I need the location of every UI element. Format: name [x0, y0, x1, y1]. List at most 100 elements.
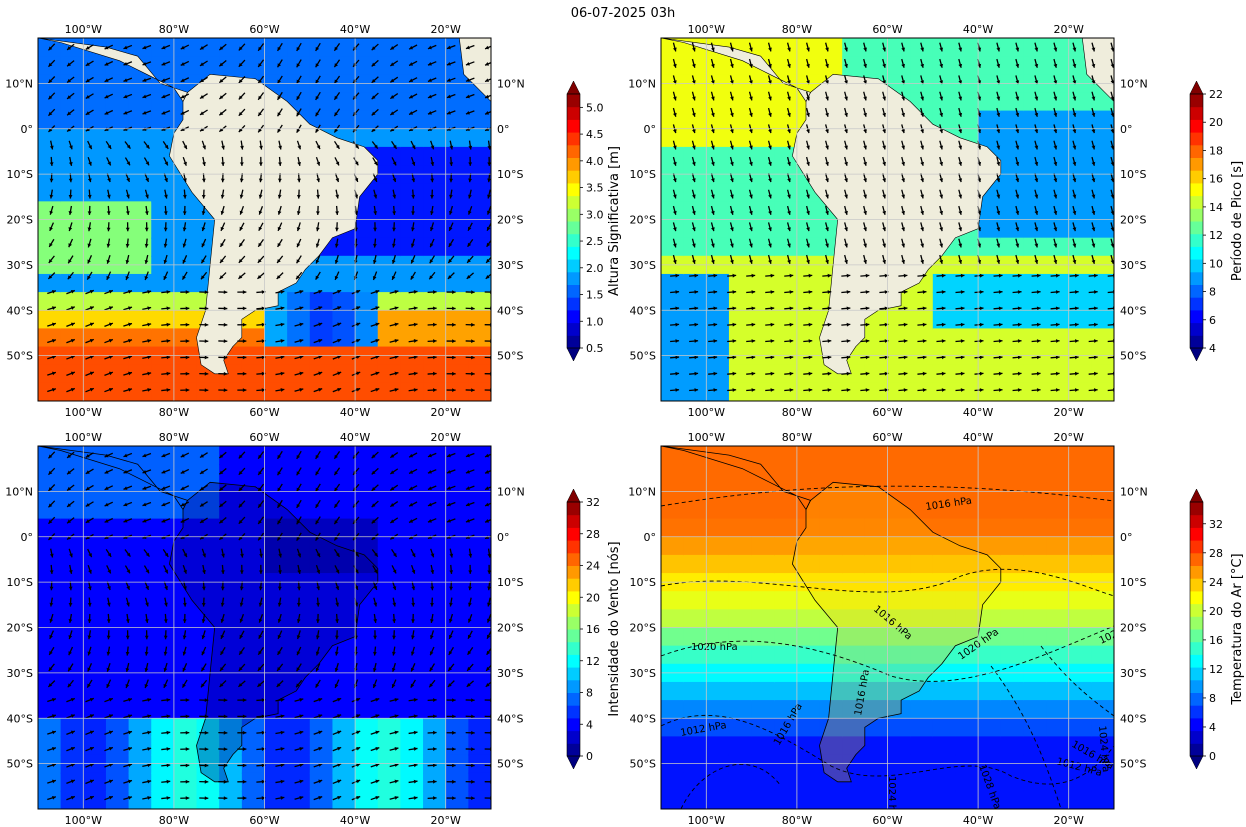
colorbar-tick: 16	[586, 623, 600, 636]
lon-tick-bottom: 40°W	[963, 814, 993, 827]
lon-tick-top: 40°W	[963, 23, 993, 36]
lat-tick-right: 10°S	[1120, 168, 1146, 181]
colorbar-label: Período de Pico [s]	[1230, 161, 1245, 281]
colorbar-tick: 28	[1209, 547, 1223, 560]
vector-arrows	[47, 450, 491, 801]
panel-peak-period: 100°W 100°W 80°W 80°W 60°W 60°W 40°W 40°W 20°W 20…	[623, 0, 1246, 419]
colorbar-tick: 8	[1209, 692, 1216, 705]
colorbar: 0.5 1.0 1.5 2.0 2.5 3.0 3.5 4.0 4.5 5.0 Altura Sig…	[566, 80, 622, 362]
lat-tick-left: 30°S	[7, 667, 33, 680]
colorbar-tick: 4	[586, 718, 593, 731]
colorbar-tick: 4.0	[586, 155, 604, 168]
lat-tick-right: 0°	[1120, 123, 1133, 136]
map-wind-speed: 100°W 100°W 80°W 80°W 60°W 60°W 40°W 40°W 20°W 20…	[5, 431, 622, 827]
lat-tick-left: 40°S	[630, 712, 656, 725]
lat-tick-left: 30°S	[630, 259, 656, 272]
colorbar-tick: 3.0	[586, 208, 604, 221]
gridlines	[661, 38, 1114, 401]
lat-tick-left: 10°N	[628, 77, 656, 90]
map-frame	[37, 445, 492, 810]
lat-tick-left: 10°N	[628, 485, 656, 498]
colorbar-tick: 1.5	[586, 289, 604, 302]
lon-tick-bottom: 80°W	[782, 406, 812, 419]
lon-tick-bottom: 80°W	[782, 814, 812, 827]
lon-tick-top: 60°W	[872, 431, 902, 444]
central-america-land	[661, 38, 811, 103]
lat-tick-right: 30°S	[1120, 667, 1146, 680]
lat-tick-left: 50°S	[630, 758, 656, 771]
lon-tick-bottom: 40°W	[340, 814, 370, 827]
lat-tick-left: 10°S	[7, 576, 33, 589]
lon-tick-top: 80°W	[159, 23, 189, 36]
lat-tick-left: 50°S	[7, 350, 33, 363]
colorbar-tick: 14	[1209, 201, 1223, 214]
lon-tick-bottom: 60°W	[872, 406, 902, 419]
lon-tick-top: 60°W	[249, 23, 279, 36]
colorbar-extend-min	[566, 347, 581, 362]
lat-tick-left: 20°S	[7, 622, 33, 635]
isobar-label: 1024 hPa	[1096, 725, 1111, 772]
lat-tick-right: 10°S	[497, 168, 523, 181]
colorbar-tick: 1.0	[586, 315, 604, 328]
colorbar-tick: 24	[586, 560, 600, 573]
lon-tick-top: 80°W	[782, 23, 812, 36]
central-america-land	[38, 38, 188, 103]
lat-tick-right: 20°S	[497, 622, 523, 635]
lat-tick-right: 10°S	[1120, 576, 1146, 589]
lon-tick-top: 100°W	[688, 431, 725, 444]
lat-tick-left: 10°S	[7, 168, 33, 181]
colorbar-label: Intensidade do Vento [nós]	[607, 541, 622, 716]
colorbar: 0 4 8 12 16 20 24 28 32 Temperatura do Ar [°C]	[1189, 488, 1245, 770]
lon-tick-top: 20°W	[431, 23, 461, 36]
lat-tick-left: 30°S	[7, 259, 33, 272]
lon-tick-bottom: 100°W	[688, 406, 725, 419]
colorbar: 4 6 8 10 12 14 16 18 20 22 Período de Pico [s]	[1189, 80, 1245, 362]
colorbar-tick: 28	[586, 528, 600, 541]
lat-tick-right: 40°S	[1120, 304, 1146, 317]
colorbar-extend-min	[1189, 755, 1204, 770]
lon-tick-bottom: 80°W	[159, 814, 189, 827]
lat-tick-left: 40°S	[7, 712, 33, 725]
colorbar-tick: 4.5	[586, 128, 604, 141]
lon-tick-top: 20°W	[1054, 431, 1084, 444]
colorbar-tick: 4	[1209, 721, 1216, 734]
colorbar-tick: 22	[1209, 88, 1223, 101]
colorbar-extend-max	[566, 488, 581, 503]
lon-tick-bottom: 20°W	[431, 814, 461, 827]
lat-tick-right: 20°S	[1120, 622, 1146, 635]
lon-tick-top: 40°W	[340, 23, 370, 36]
map-frame	[660, 445, 1115, 810]
panel-wave-height: 100°W 100°W 80°W 80°W 60°W 60°W 40°W 40°W 20°W 20…	[0, 0, 623, 419]
lon-tick-bottom: 40°W	[963, 406, 993, 419]
colorbar-tick: 12	[586, 655, 600, 668]
map-frame	[660, 37, 1115, 402]
colorbar-tick: 0	[586, 750, 593, 763]
colorbar-tick: 24	[1209, 576, 1223, 589]
map-frame	[37, 37, 492, 402]
lat-tick-left: 20°S	[7, 214, 33, 227]
colorbar-label: Altura Significativa [m]	[607, 146, 622, 296]
colorbar-label: Temperatura do Ar [°C]	[1230, 553, 1245, 705]
lat-tick-left: 0°	[21, 531, 34, 544]
lat-tick-left: 0°	[644, 531, 657, 544]
gridlines	[38, 446, 491, 809]
lon-tick-bottom: 60°W	[872, 814, 902, 827]
colorbar-tick: 18	[1209, 144, 1223, 157]
lat-tick-right: 0°	[497, 531, 510, 544]
lat-tick-right: 50°S	[497, 758, 523, 771]
lon-tick-top: 40°W	[963, 431, 993, 444]
colorbar-tick: 12	[1209, 663, 1223, 676]
lat-tick-right: 10°N	[1120, 77, 1148, 90]
isobar-label: 1024 hPa	[886, 776, 897, 823]
colorbar-extend-max	[1189, 488, 1204, 503]
africa-land	[1081, 38, 1114, 102]
lat-tick-left: 0°	[21, 123, 34, 136]
colorbar-tick: 2.0	[586, 262, 604, 275]
lat-tick-right: 20°S	[497, 214, 523, 227]
colorbar-tick: 8	[1209, 286, 1216, 299]
colorbar-tick: 0	[1209, 750, 1216, 763]
map-peak-period: 100°W 100°W 80°W 80°W 60°W 60°W 40°W 40°W 20°W 20…	[628, 23, 1245, 419]
lat-tick-right: 30°S	[497, 667, 523, 680]
lat-tick-left: 50°S	[630, 350, 656, 363]
lat-tick-left: 40°S	[630, 304, 656, 317]
